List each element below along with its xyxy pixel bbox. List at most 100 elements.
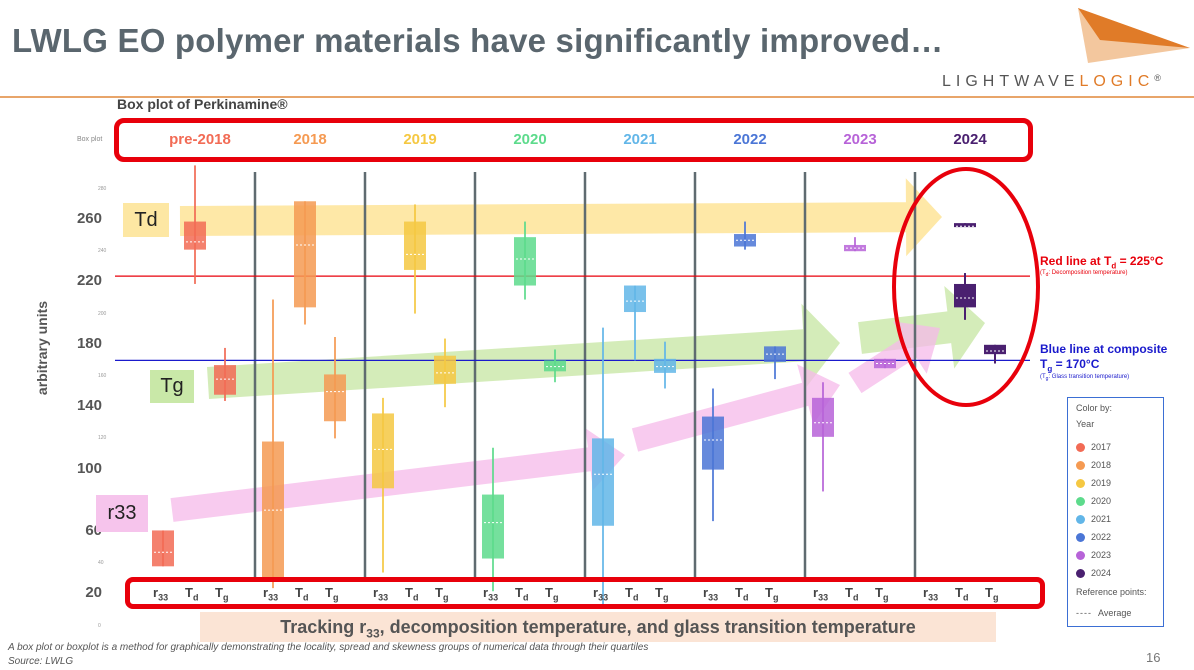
legend-item: 2023 [1076,550,1111,561]
parameter-row-highlight [125,577,1045,609]
box-rect [702,416,724,470]
y-minor-tick-label: 240 [98,248,107,255]
legend-item: 2021 [1076,514,1111,525]
year-label: pre-2018 [169,131,231,148]
year-label: 2018 [293,131,327,148]
parameter-label: Td [295,585,309,603]
td-note-rest: : Decomposition temperature) [1048,270,1128,276]
box-rect [404,221,426,270]
year-label: 2022 [733,131,767,148]
box-rect [324,374,346,422]
legend-subheader: Year [1076,419,1095,429]
parameter-label: Tg [985,585,999,603]
tg-note-sub: g [1045,376,1049,383]
td-annotation: Red line at Td = 225°C [1040,254,1163,270]
tg-note-rest: : Glass transition temperature) [1048,374,1130,380]
box-rect [654,358,676,373]
parameter-label: Td [185,585,199,603]
source-note: Source: LWLG [8,656,74,667]
year-label: 2021 [623,131,657,148]
legend-swatch [1076,461,1085,471]
parameter-label: Tg [215,585,229,603]
r33-trend-arrow-3 [848,321,940,394]
box-rect [954,283,976,308]
parameter-label: r33 [593,585,609,603]
logo-left: LIGHTWAVE [942,73,1080,90]
parameter-label: Td [735,585,749,603]
box-rect [214,365,236,395]
td-annotation-sub: d [1111,261,1117,271]
legend-average-line: ---- [1076,608,1092,618]
tg-annotation-text: T [1040,357,1048,371]
legend-header: Color by: [1076,403,1113,413]
tracking-post: , decomposition temperature, and glass t… [379,617,916,637]
tg-note-open: (T [1040,374,1046,380]
parameter-label: Td [845,585,859,603]
box-rect [184,221,206,250]
box-rect [514,237,536,286]
box-rect [372,413,394,489]
parameter-label: Tg [545,585,559,603]
legend-reference-header: Reference points: [1076,587,1147,597]
parameter-label: Tg [325,585,339,603]
y-tick-label: 180 [76,334,102,352]
logo-wordmark: LIGHTWAVELOGIC® [942,73,1166,91]
footnote: A box plot or boxplot is a method for gr… [8,642,649,653]
y-tick-label: 260 [76,210,102,227]
td-annotation-text: Red line at T [1040,254,1112,268]
y-minor-tick-label: 0 [98,622,101,629]
parameter-label: r33 [373,585,389,603]
year-label: 2019 [403,131,437,148]
parameter-label: Tg [435,585,449,603]
box-rect [544,360,566,372]
r33-trend-arrow-2 [631,364,840,452]
y-minor-tick-label: 160 [98,373,107,379]
box-rect [434,355,456,384]
parameter-label: Td [515,585,529,603]
box-plot-label: Box plot [77,136,103,143]
y-tick-label: 140 [76,397,102,415]
title-rule [0,96,1194,98]
box-rect [592,438,614,526]
legend-average: ---- Average [1076,608,1131,618]
tg-annotation: Blue line at composite Tg = 170°C [1040,342,1167,376]
parameter-label: Td [955,585,969,603]
chart-legend: Color by: Year 2017 2018 2019 2020 2021 2022 2… [1067,397,1164,627]
tg-annotation-note: (Tg: Glass transition temperature) [1040,374,1129,382]
parameter-label: r33 [483,585,499,603]
r33-trend-label: r33 [96,495,148,532]
y-minor-tick-label: 200 [98,310,107,317]
box-rect [294,201,316,308]
year-label: 2023 [843,131,877,148]
legend-average-label: Average [1098,608,1132,618]
td-trend-arrow [179,178,942,257]
tracking-pre: Tracking r [280,617,367,637]
legend-item: 2022 [1076,532,1111,543]
td-annotation-note: (Td: Decomposition temperature) [1040,270,1128,278]
parameter-label: Tg [875,585,889,603]
parameter-label: r33 [153,585,169,603]
tracking-caption: Tracking r33, decomposition temperature,… [200,612,996,642]
parameter-label: Td [405,585,419,603]
box-rect [812,397,834,437]
parameter-label: r33 [813,585,829,603]
legend-swatch [1076,443,1085,453]
logo-reg: ® [1154,73,1166,83]
td-note-sub: d [1045,272,1049,279]
parameter-label: r33 [263,585,279,603]
tg-annotation-value: = 170°C [1052,357,1100,371]
td-trend-label: Td [123,203,169,237]
parameter-label: Td [625,585,639,603]
year-label: 2020 [513,131,547,148]
box-rect [954,223,976,228]
y-minor-tick-label: 280 [98,185,107,192]
slide-title: LWLG EO polymer materials have significa… [12,22,944,59]
parameter-label: Tg [655,585,669,603]
legend-item: 2017 [1076,442,1111,453]
legend-item: 2020 [1076,496,1111,507]
logo-mark-icon [1078,8,1190,63]
year-label: 2024 [953,131,987,148]
y-tick-label: 220 [76,272,102,290]
logo-right: LOGIC [1079,73,1155,90]
